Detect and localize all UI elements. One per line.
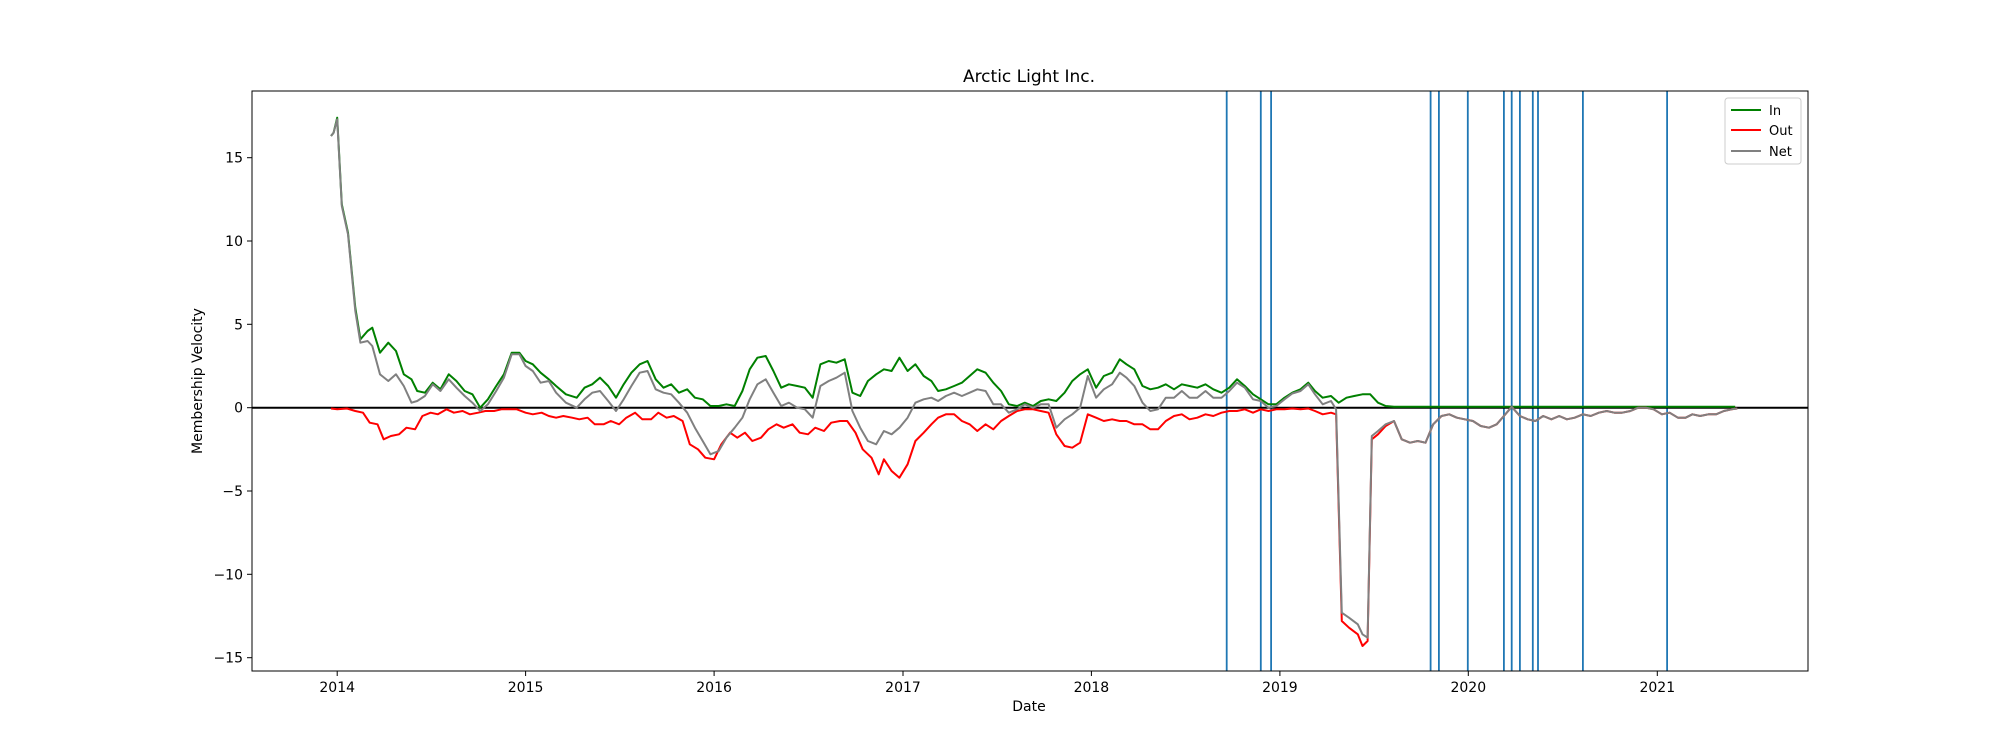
x-axis-title: Date: [1012, 699, 1045, 715]
y-tick-label-6: −15: [213, 651, 243, 667]
legend-label-out: Out: [1769, 124, 1793, 139]
event-lines: [1225, 91, 1668, 671]
y-tick-label-4: −5: [222, 484, 243, 500]
legend-frame: [1724, 97, 1802, 165]
x-tick-label-2: 2016: [696, 680, 732, 696]
series-lines: [330, 116, 1738, 647]
x-tick-label-6: 2020: [1450, 680, 1486, 696]
x-tick-label-1: 2015: [508, 680, 544, 696]
series-line-in: [330, 116, 1736, 409]
series-line-net: [330, 118, 1738, 639]
x-axis: 2014 2015 2016 2017 2018 2019 2020 2021: [319, 671, 1675, 696]
x-tick-label-4: 2018: [1074, 680, 1110, 696]
legend: In Out Net: [1724, 97, 1802, 165]
chart-title: Arctic Light Inc.: [963, 67, 1095, 87]
legend-label-net: Net: [1769, 145, 1792, 160]
axes-frame: [251, 90, 1809, 672]
y-tick-label-0: 15: [225, 151, 243, 167]
y-tick-label-5: −10: [213, 567, 243, 583]
y-tick-label-1: 10: [225, 234, 243, 250]
y-axis-title: Membership Velocity: [190, 308, 206, 454]
x-tick-label-5: 2019: [1262, 680, 1298, 696]
x-tick-label-0: 2014: [319, 680, 355, 696]
plot-area: [252, 91, 1808, 671]
x-tick-label-7: 2021: [1639, 680, 1675, 696]
legend-label-in: In: [1769, 104, 1781, 119]
y-tick-label-2: 5: [234, 317, 243, 333]
y-axis: 15 10 5 0 −5 −10 −15: [213, 151, 252, 667]
x-tick-label-3: 2017: [885, 680, 921, 696]
y-tick-label-3: 0: [234, 401, 243, 417]
